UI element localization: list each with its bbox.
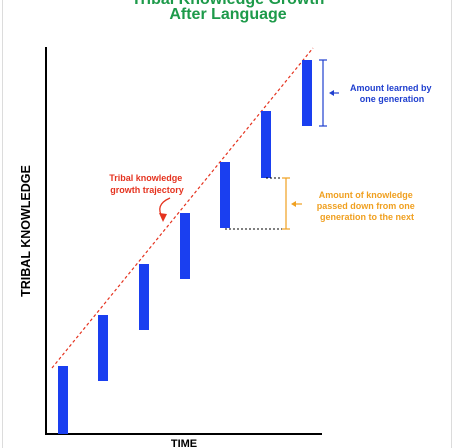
generation-bar <box>139 264 149 330</box>
figure-title-line2: After Language <box>169 6 287 23</box>
generation-bar <box>302 60 312 126</box>
learned-label: Amount learned by one generation <box>350 83 434 104</box>
trajectory-arrow-head <box>159 213 167 222</box>
generation-bar <box>220 162 230 228</box>
figure-title-line1: Tribal Knowledge Growth <box>0 0 456 9</box>
learned-arrow-head <box>329 90 334 96</box>
passed-arrow-head <box>291 201 296 207</box>
trajectory-label: Tribal knowledge growth trajectory <box>109 173 185 195</box>
generation-bar <box>180 213 190 279</box>
generation-bar <box>261 111 271 178</box>
passed-label: Amount of knowledge passed down from one… <box>317 190 418 222</box>
growth-trajectory-line <box>51 47 314 369</box>
generation-bar <box>58 366 68 434</box>
generation-bar <box>98 315 108 381</box>
y-axis-label: TRIBAL KNOWLEDGE <box>19 165 33 297</box>
x-axis-label: TIME <box>171 438 197 448</box>
